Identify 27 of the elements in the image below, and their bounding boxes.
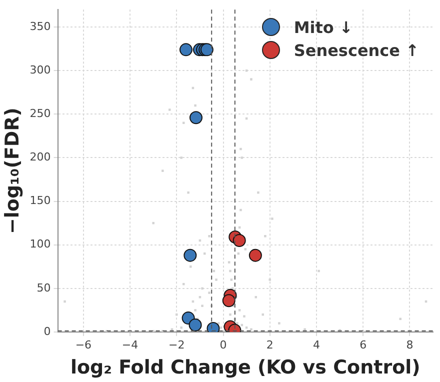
point: [189, 111, 202, 124]
x-tick-label: −4: [122, 338, 138, 352]
y-axis-title: −log₁₀(FDR): [1, 108, 24, 234]
point: [232, 234, 246, 248]
y-tick-label: 0: [44, 324, 51, 338]
x-tick-label: −6: [75, 338, 92, 352]
point: [184, 248, 197, 262]
y-tick-label: 100: [30, 238, 51, 251]
point: [179, 43, 192, 56]
y-tick-label: 150: [30, 194, 51, 208]
point: [248, 248, 262, 262]
x-tick-label: 0: [220, 338, 227, 352]
x-tick-label: 6: [360, 338, 367, 352]
y-tick-label: 300: [30, 63, 51, 76]
x-tick-label: 2: [266, 338, 274, 352]
y-tick-label: 50: [36, 281, 51, 294]
x-tick-label: −2: [168, 338, 185, 352]
y-tick-label: 350: [30, 20, 51, 33]
x-axis-title: log₂ Fold Change (KO vs Control): [70, 356, 420, 379]
point: [222, 294, 236, 308]
legend-label: Mito ↓: [294, 18, 353, 37]
x-tick-label: 4: [312, 338, 320, 352]
x-tick-label: 8: [406, 338, 414, 352]
legend-label: Senescence ↑: [294, 40, 419, 60]
y-tick-label: 200: [30, 150, 51, 164]
y-tick-label: 250: [30, 107, 51, 120]
point: [188, 318, 202, 332]
